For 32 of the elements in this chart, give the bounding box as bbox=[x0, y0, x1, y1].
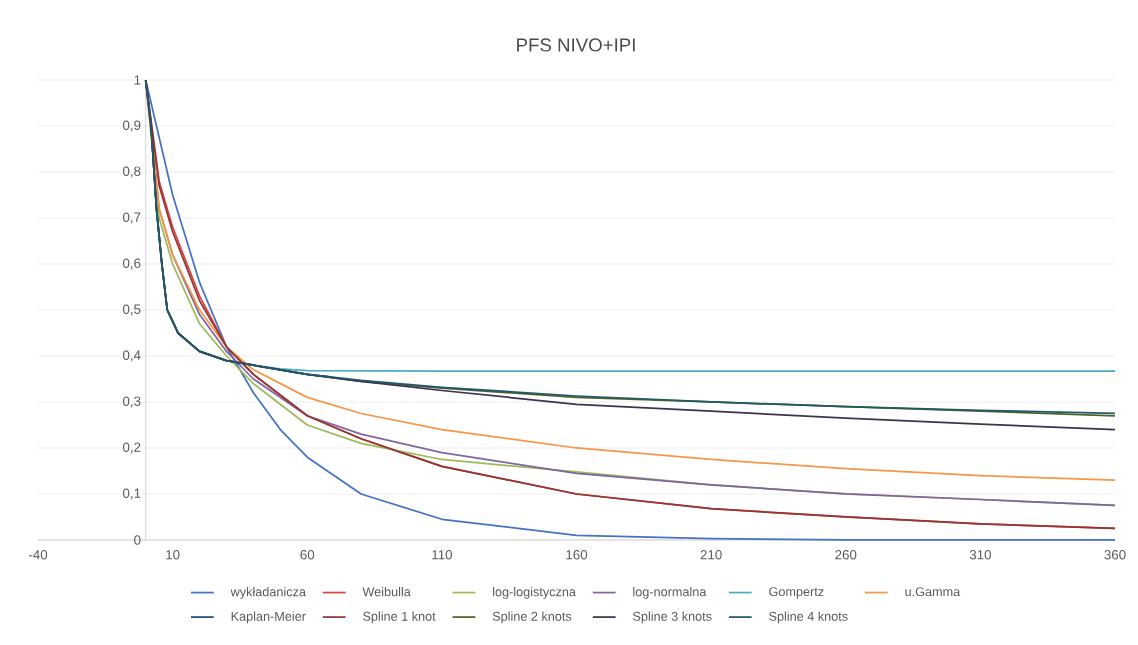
legend-label: u.Gamma bbox=[905, 587, 961, 597]
x-tick-label: 60 bbox=[300, 550, 315, 560]
y-tick-label: 0,3 bbox=[122, 396, 141, 408]
legend-label: Spline 3 knots bbox=[633, 611, 712, 624]
y-tick-label: 0,1 bbox=[122, 488, 141, 500]
x-tick-label: 360 bbox=[1104, 550, 1126, 560]
x-tick-label: 310 bbox=[969, 550, 991, 560]
x-tick-label: 210 bbox=[700, 550, 722, 560]
x-tick-label: 10 bbox=[166, 550, 180, 560]
x-tick-label: 260 bbox=[835, 550, 857, 560]
y-tick-label: 1 bbox=[134, 75, 141, 85]
x-tick-label: 110 bbox=[432, 550, 452, 560]
legend-label: log-logistyczna bbox=[493, 586, 576, 599]
y-tick-label: 0,9 bbox=[122, 120, 141, 132]
legend-label: Spline 2 knots bbox=[492, 611, 572, 624]
chart-title: PFS NIVO+IPI bbox=[517, 38, 635, 52]
y-tick-label: 0,5 bbox=[122, 304, 141, 316]
y-tick-label: 0,8 bbox=[122, 166, 141, 178]
y-tick-label: 0,2 bbox=[122, 442, 141, 454]
legend-label: Spline 1 knot bbox=[363, 611, 436, 624]
y-tick-label: 0,4 bbox=[122, 350, 141, 362]
legend-label: Spline 4 knots bbox=[769, 611, 848, 624]
legend-label: wykładanicza bbox=[230, 586, 306, 599]
y-tick-label: 0,7 bbox=[122, 212, 141, 224]
x-tick-label: 160 bbox=[566, 550, 588, 560]
y-tick-label: 0,6 bbox=[122, 258, 141, 270]
legend-label: Kaplan-Meier bbox=[231, 611, 306, 624]
legend-label: Gompertz bbox=[769, 587, 824, 599]
x-tick-label: -40 bbox=[28, 550, 48, 560]
legend-label: log-normalna bbox=[633, 586, 707, 599]
legend-label: Weibulla bbox=[362, 586, 411, 597]
y-tick-label: 0 bbox=[134, 535, 141, 545]
